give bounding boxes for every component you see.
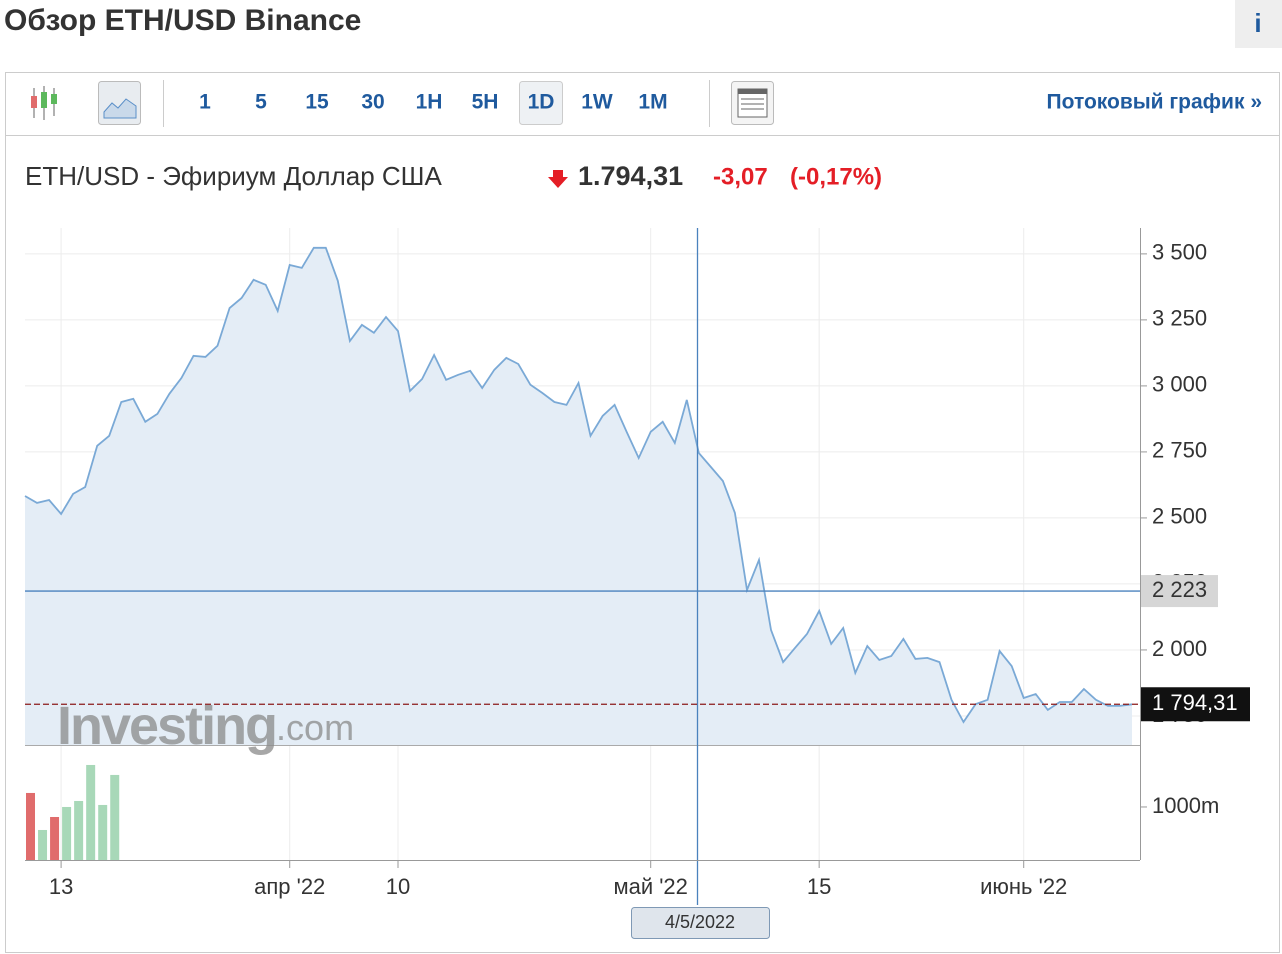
price-change: -3,07 <box>713 163 768 190</box>
candles-icon[interactable] <box>31 86 57 120</box>
timeframe[interactable]: 1D <box>528 91 555 114</box>
volume-bar <box>98 804 108 860</box>
crosshair-date-bg <box>631 907 770 939</box>
timeframe[interactable]: 5 <box>255 91 267 114</box>
info-button-bg[interactable] <box>1235 0 1282 48</box>
crosshair-date-label: 4/5/2022 <box>665 912 735 932</box>
y-tick-label: 2 500 <box>1152 504 1207 529</box>
volume-bar <box>62 806 72 860</box>
y-tick-label: 1000m <box>1152 793 1219 818</box>
widget-border <box>5 72 1280 953</box>
last-value-bg <box>1141 687 1250 722</box>
watermark: Investing.com <box>57 696 354 756</box>
down-arrow <box>548 170 568 188</box>
crosshair-value-bg <box>1141 575 1218 608</box>
volume-bar <box>50 816 60 860</box>
timeframe[interactable]: 15 <box>305 91 329 114</box>
streaming-link[interactable]: Потоковый график » <box>1047 91 1262 114</box>
x-tick-label: апр '22 <box>254 874 325 899</box>
watermark-suffix: .com <box>276 707 354 748</box>
area-fill <box>25 247 1132 746</box>
price: 1.794,31 <box>578 161 683 191</box>
volume-bar <box>38 829 48 860</box>
volume-bar <box>110 774 120 860</box>
timeframe[interactable]: 1H <box>416 91 443 114</box>
price-change-percent: (-0,17%) <box>790 163 882 190</box>
y-tick-label: 3 000 <box>1152 372 1207 397</box>
x-tick-label: июнь '22 <box>980 874 1067 899</box>
y-tick-label: 2 000 <box>1152 636 1207 661</box>
timeframe[interactable]: 1 <box>199 91 211 114</box>
line-icon[interactable] <box>103 98 137 119</box>
timeframe-active-bg <box>519 81 563 125</box>
timeframe[interactable]: 1M <box>638 91 667 114</box>
x-tick-label: май '22 <box>613 874 687 899</box>
x-tick-label: 15 <box>807 874 831 899</box>
x-tick-label: 10 <box>386 874 410 899</box>
timeframe[interactable]: 5H <box>472 91 499 114</box>
y-tick-label: 2 750 <box>1152 438 1207 463</box>
watermark-brand: Investing <box>57 696 276 756</box>
volume-bar <box>74 800 84 860</box>
crosshair-value-label: 2 223 <box>1152 577 1207 602</box>
x-tick-label: 13 <box>49 874 73 899</box>
y-tick-label: 3 250 <box>1152 306 1207 331</box>
timeframe[interactable]: 1W <box>581 91 613 114</box>
last-value-label: 1 794,31 <box>1152 690 1238 715</box>
price-line <box>24 246 1133 724</box>
volume-bar <box>26 792 35 860</box>
timeframe[interactable]: 30 <box>361 91 384 114</box>
page-title: Обзор ETH/USD Binance <box>4 4 361 37</box>
volume-bar <box>86 764 96 860</box>
info-button[interactable]: i <box>1254 8 1261 38</box>
layout-icon[interactable] <box>731 81 774 125</box>
instrument-name: ETH/USD - Эфириум Доллар США <box>25 161 442 191</box>
y-tick-label: 3 500 <box>1152 240 1207 265</box>
